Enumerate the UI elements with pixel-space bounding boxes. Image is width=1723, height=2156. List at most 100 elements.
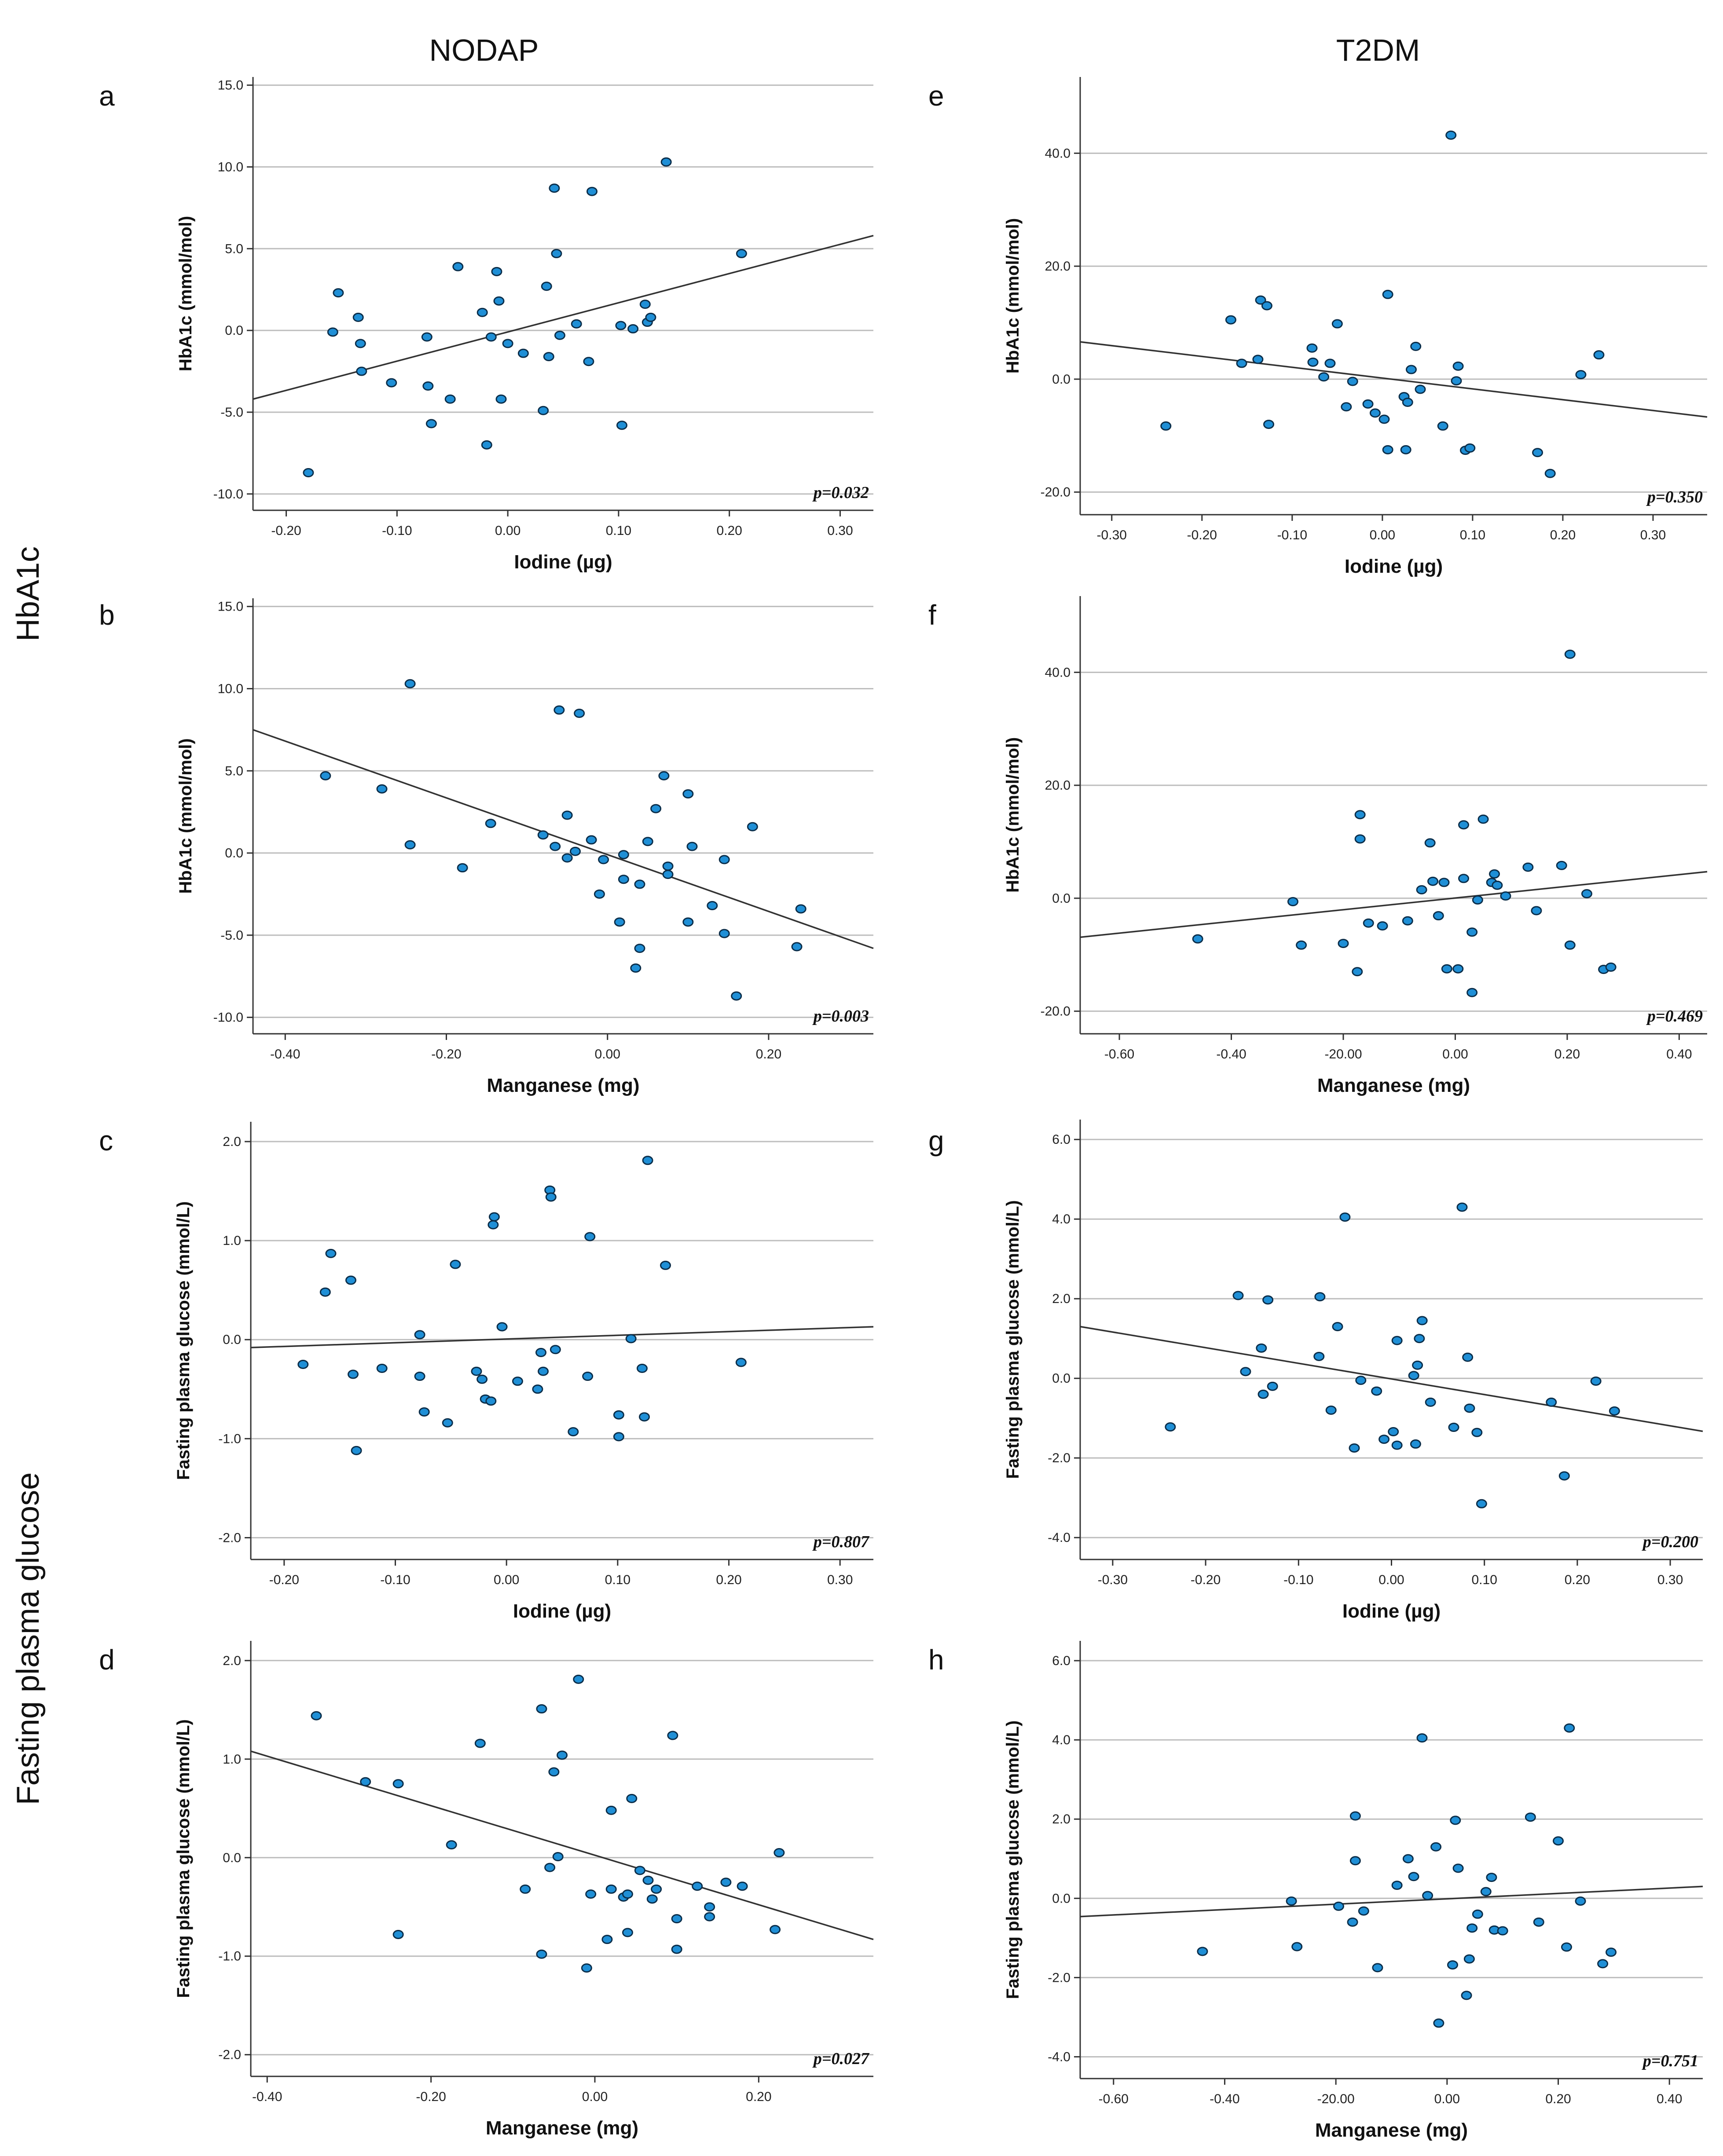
- panel-letter: f: [928, 599, 936, 631]
- x-tick-label: 0.00: [1378, 1573, 1404, 1587]
- scatter-panel-a: a -10.0 -5.0 0.0 5.0 10.0 15.0 -0.20 -0.10 0.00 0.…: [99, 77, 874, 573]
- data-point: [692, 1881, 703, 1891]
- data-point: [585, 1889, 597, 1899]
- data-point: [414, 1372, 425, 1381]
- data-point: [662, 861, 674, 871]
- y-tick-label: -20.0: [1041, 485, 1070, 500]
- data-point: [770, 1925, 781, 1934]
- data-point: [1466, 988, 1478, 997]
- data-point: [646, 1894, 658, 1904]
- data-point: [1263, 420, 1275, 429]
- data-point: [422, 381, 434, 391]
- data-point: [660, 157, 672, 167]
- data-point: [485, 1396, 497, 1406]
- data-point: [1412, 1360, 1423, 1370]
- data-point: [1408, 1872, 1419, 1881]
- data-point: [1307, 357, 1319, 367]
- y-tick-label: -1.0: [218, 1949, 241, 1964]
- data-point: [1338, 939, 1349, 948]
- x-tick-label: 0.20: [1565, 1573, 1590, 1587]
- y-tick-label: 20.0: [1045, 259, 1070, 274]
- data-point: [660, 1260, 671, 1270]
- x-tick-label: 0.10: [606, 523, 631, 538]
- data-point: [552, 1852, 564, 1862]
- data-point: [502, 339, 513, 348]
- data-point: [634, 944, 645, 953]
- data-point: [1438, 878, 1450, 887]
- data-point: [719, 855, 730, 864]
- data-point: [1463, 1954, 1475, 1964]
- data-point: [535, 1348, 546, 1358]
- data-point: [737, 1881, 748, 1891]
- data-point: [618, 850, 629, 860]
- data-point: [658, 771, 670, 780]
- data-point: [634, 1866, 645, 1875]
- data-point: [573, 1674, 584, 1684]
- data-point: [1286, 1896, 1297, 1906]
- x-tick-label: 0.00: [1434, 2092, 1460, 2106]
- data-point: [474, 1739, 486, 1748]
- data-point: [457, 863, 468, 873]
- x-tick-label: 0.00: [495, 523, 521, 538]
- data-point: [1416, 885, 1427, 895]
- data-point: [671, 1944, 682, 1954]
- data-point: [704, 1902, 715, 1912]
- y-axis-label: HbA1c (mmol/mol): [1003, 737, 1023, 893]
- data-point: [1472, 1909, 1483, 1919]
- data-point: [551, 249, 562, 258]
- y-tick-label: 0.0: [223, 1851, 241, 1865]
- p-value-label: p=0.027: [812, 2050, 870, 2068]
- x-tick-label: -20.00: [1317, 2092, 1355, 2106]
- panel-letter: c: [99, 1125, 113, 1157]
- data-point: [791, 942, 803, 952]
- y-tick-label: -2.0: [1048, 1970, 1070, 1985]
- data-point: [1306, 343, 1318, 353]
- data-point: [1575, 1896, 1586, 1906]
- data-point: [1472, 895, 1483, 905]
- x-tick-label: 0.00: [595, 1047, 620, 1062]
- regression-line: [1080, 1325, 1703, 1432]
- x-tick-label: 0.40: [1657, 2092, 1682, 2106]
- x-axis-label: Iodine (µg): [513, 1600, 611, 1622]
- y-tick-label: 0.0: [225, 323, 243, 338]
- data-point: [1400, 445, 1411, 454]
- data-point: [1349, 1443, 1360, 1453]
- data-point: [719, 929, 730, 938]
- scatter-panel-e: e -20.0 0.0 20.0 40.0 -0.30 -0.20 -0.10 0.00 0.10…: [928, 77, 1708, 577]
- data-point: [1261, 301, 1272, 311]
- data-point: [352, 312, 364, 322]
- x-tick-label: -0.60: [1104, 1047, 1134, 1062]
- data-point: [1324, 359, 1336, 368]
- data-point: [601, 1935, 613, 1944]
- data-point: [554, 330, 565, 340]
- data-point: [630, 963, 642, 973]
- data-point: [517, 348, 529, 358]
- data-point: [496, 1322, 508, 1332]
- data-point: [1378, 414, 1390, 424]
- y-axis-label: Fasting plasma glucose (mmol/L): [1003, 1720, 1023, 1999]
- x-tick-label: 0.10: [1460, 528, 1485, 542]
- x-tick-label: -0.30: [1098, 1573, 1128, 1587]
- data-point: [1447, 1960, 1458, 1970]
- data-point: [549, 183, 560, 193]
- data-point: [584, 1232, 596, 1241]
- data-point: [360, 1777, 371, 1786]
- data-point: [1445, 130, 1457, 140]
- data-point: [1352, 967, 1363, 977]
- data-point: [347, 1369, 359, 1379]
- data-point: [642, 1156, 653, 1165]
- data-point: [720, 1878, 732, 1887]
- row-label-fasting-plasma-glucose: Fasting plasma glucose: [11, 1472, 46, 1805]
- y-axis-label: Fasting plasma glucose (mmol/L): [174, 1201, 193, 1480]
- data-point: [1165, 1422, 1176, 1432]
- data-point: [1402, 1854, 1414, 1863]
- data-point: [1441, 964, 1452, 974]
- y-tick-label: 40.0: [1045, 146, 1070, 161]
- data-point: [543, 352, 554, 362]
- data-point: [1609, 1406, 1620, 1416]
- p-value-label: p=0.469: [1646, 1007, 1703, 1025]
- data-point: [1553, 1836, 1564, 1846]
- data-point: [1267, 1381, 1278, 1391]
- data-point: [735, 1358, 747, 1367]
- data-point: [682, 789, 694, 799]
